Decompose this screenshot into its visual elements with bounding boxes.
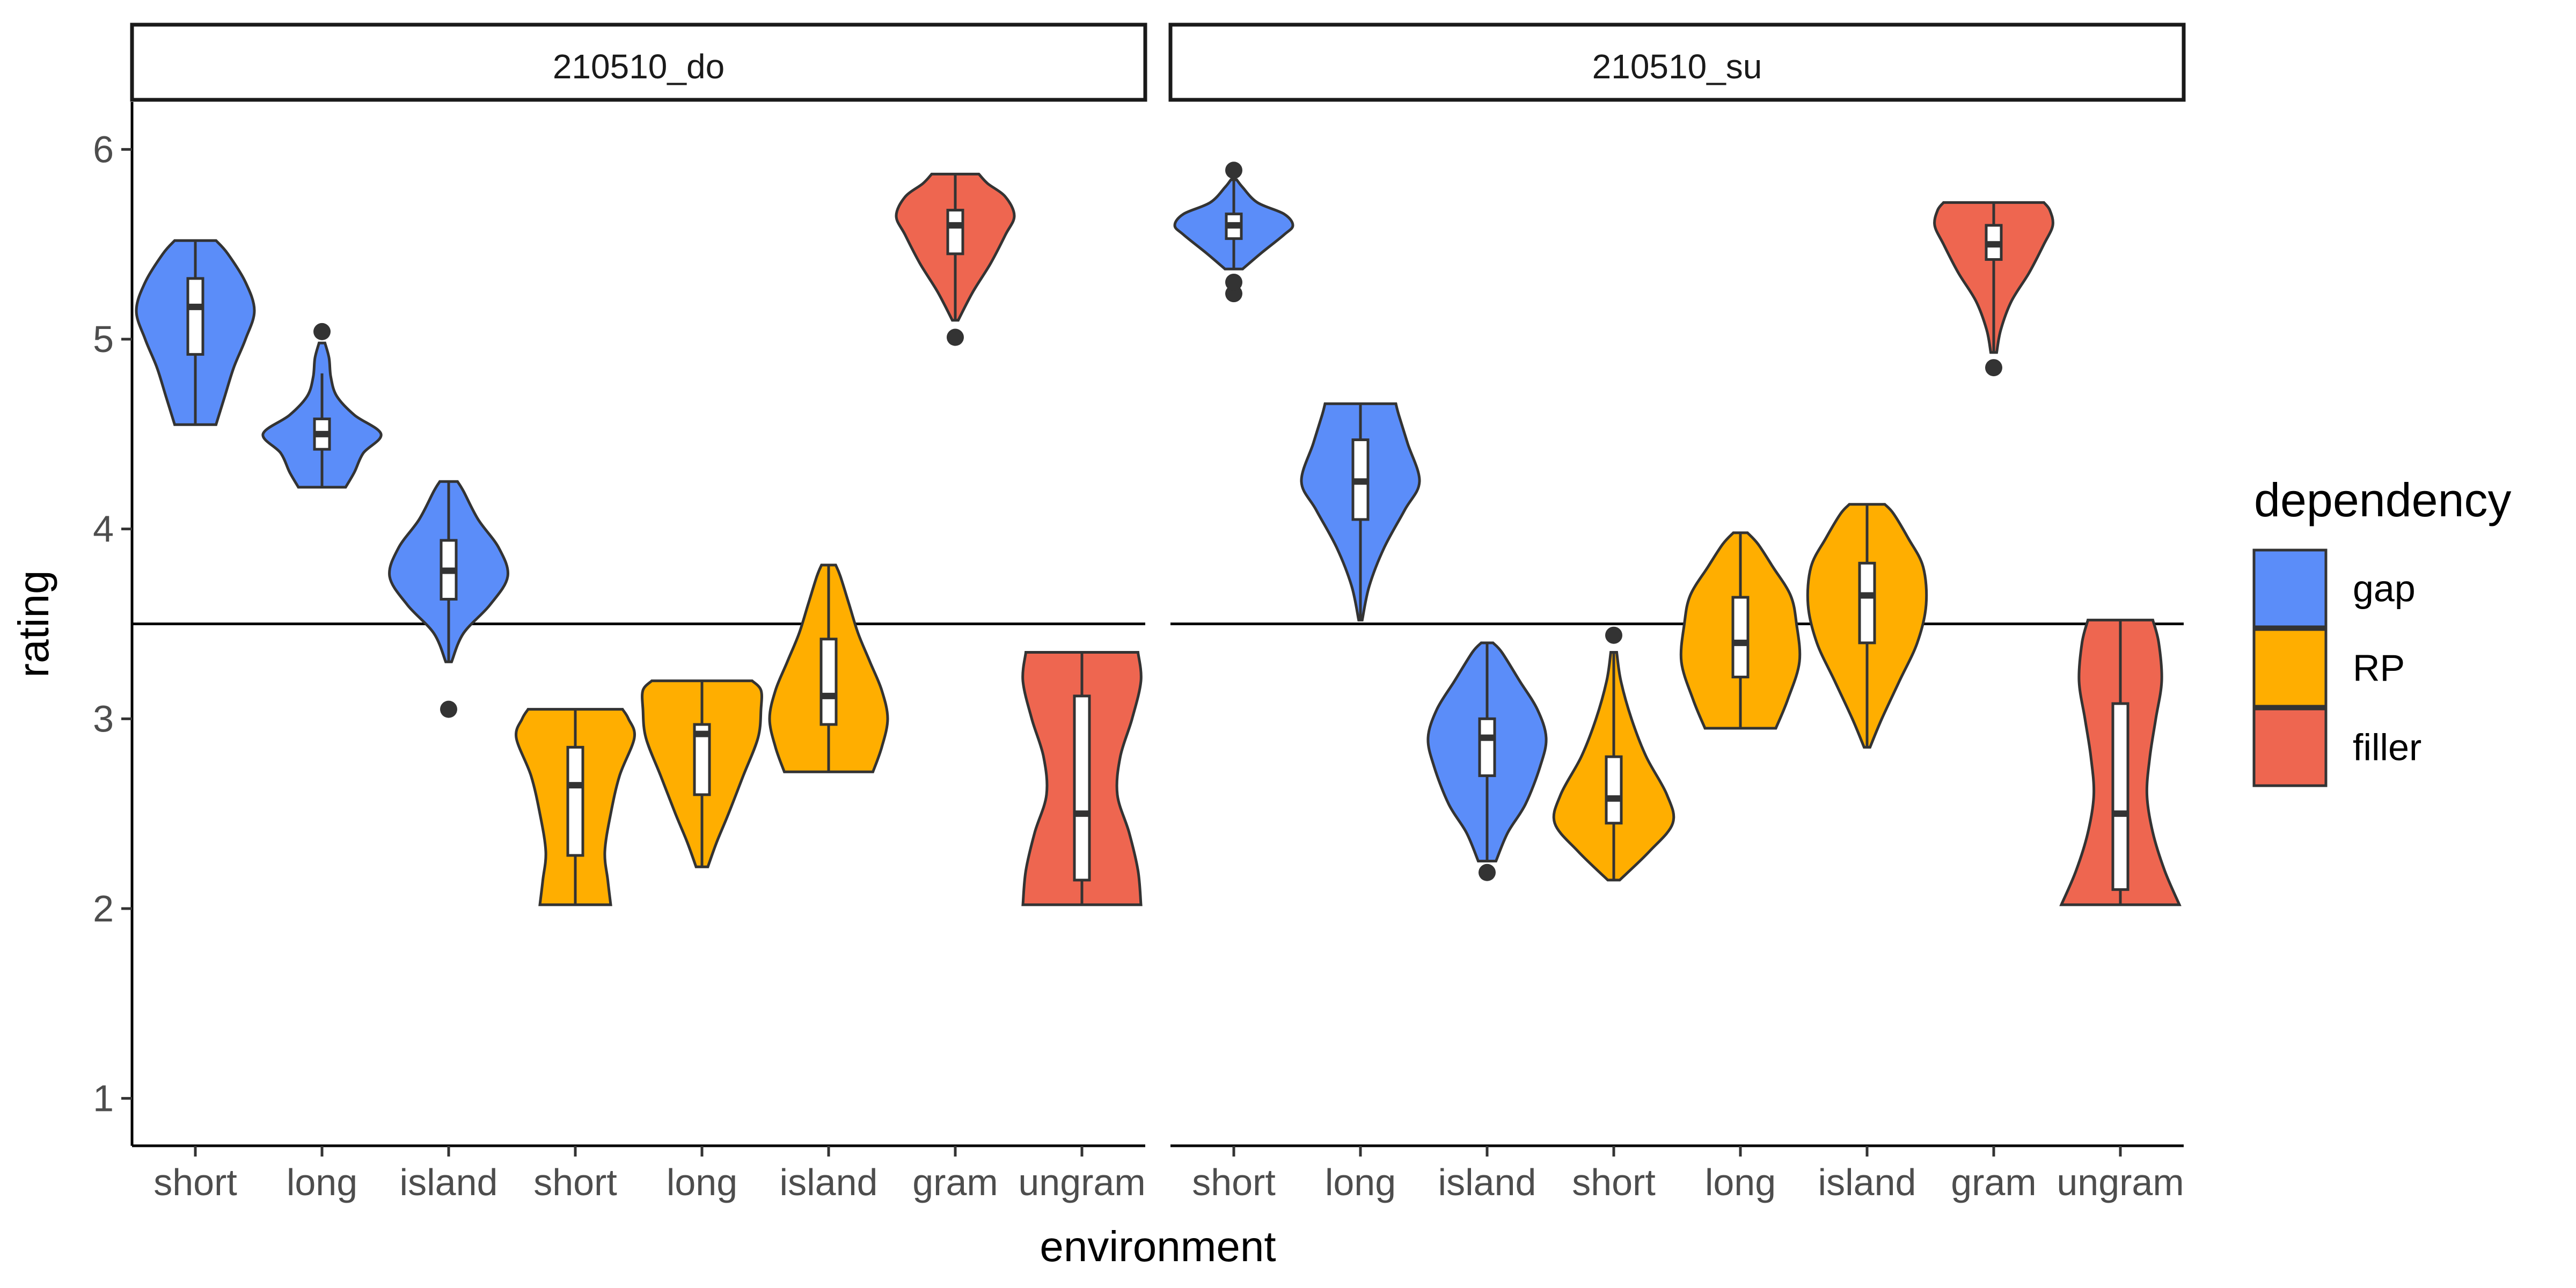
strip-label: 210510_do — [553, 47, 724, 86]
violin-island-gap — [1426, 641, 1548, 881]
x-tick-label: island — [1818, 1161, 1916, 1203]
outlier-point — [947, 328, 964, 346]
violin-long-gap — [1300, 402, 1421, 621]
box — [566, 745, 584, 857]
legend-key-gap — [2252, 548, 2328, 628]
x-tick-label: island — [1438, 1161, 1536, 1203]
x-tick-label: short — [533, 1161, 617, 1203]
y-tick-label: 4 — [93, 508, 114, 550]
legend-key-RP — [2252, 628, 2328, 708]
y-axis: 1 2 3 4 5 6 — [93, 102, 134, 1146]
y-tick-label: 1 — [93, 1078, 114, 1119]
outlier-point — [1479, 863, 1496, 881]
x-tick-label: ungram — [2057, 1161, 2184, 1203]
violin-short-gap — [135, 239, 256, 426]
outlier-point — [1225, 162, 1242, 179]
x-tick-label: island — [780, 1161, 878, 1203]
violin-short-RP — [1552, 626, 1675, 882]
x-axis-title: environment — [1040, 1223, 1276, 1270]
x-tick-label: short — [1572, 1161, 1656, 1203]
x-tick-label: long — [1705, 1161, 1776, 1203]
x-tick-label: island — [400, 1161, 498, 1203]
violin-island-RP — [1806, 503, 1928, 749]
violin-short-gap — [1173, 162, 1294, 303]
violin-long-RP — [641, 679, 763, 868]
x-tick-label: long — [287, 1161, 357, 1203]
strip-box — [130, 23, 1147, 102]
violin-gram-filler — [1933, 201, 2054, 377]
box — [1605, 755, 1623, 825]
x-tick-label: long — [1325, 1161, 1396, 1203]
box — [1731, 596, 1750, 679]
violin-ungram-filler — [2059, 618, 2182, 906]
y-axis-title: rating — [10, 570, 57, 677]
x-tick-label: short — [153, 1161, 237, 1203]
outlier-point — [1985, 359, 2002, 377]
outlier-point — [1605, 626, 1622, 644]
box — [946, 209, 964, 255]
violin-island-RP — [768, 564, 889, 773]
legend-label-gap: gap — [2353, 568, 2416, 610]
violin-long-RP — [1679, 531, 1802, 730]
outlier-point — [440, 700, 457, 718]
box — [1478, 717, 1496, 777]
box — [186, 277, 204, 356]
outlier-point — [313, 323, 331, 340]
legend-title: dependency — [2254, 473, 2512, 526]
x-tick-label: short — [1192, 1161, 1276, 1203]
x-tick-label: long — [667, 1161, 737, 1203]
legend-label-RP: RP — [2353, 647, 2405, 689]
box — [1858, 561, 1876, 645]
violin-gram-filler — [895, 172, 1016, 346]
box — [2111, 702, 2129, 891]
y-tick-label: 5 — [93, 318, 114, 360]
strip-label: 210510_su — [1592, 47, 1762, 86]
legend-key-filler — [2252, 707, 2328, 787]
y-tick-label: 2 — [93, 888, 114, 930]
violin-island-gap — [388, 480, 509, 718]
box — [819, 638, 838, 726]
y-tick-label: 3 — [93, 698, 114, 740]
violin-short-RP — [515, 708, 636, 906]
box — [1073, 694, 1091, 882]
violin-long-gap — [261, 323, 383, 489]
strip-box — [1168, 23, 2186, 102]
x-tick-label: gram — [1951, 1161, 2036, 1203]
legend: dependency gap RP filler — [2252, 473, 2512, 787]
y-tick-label: 6 — [93, 128, 114, 170]
legend-label-filler: filler — [2353, 727, 2421, 769]
violin-ungram-filler — [1021, 651, 1143, 906]
x-tick-label: gram — [912, 1161, 998, 1203]
outlier-point — [1225, 273, 1242, 291]
x-tick-label: ungram — [1018, 1161, 1145, 1203]
